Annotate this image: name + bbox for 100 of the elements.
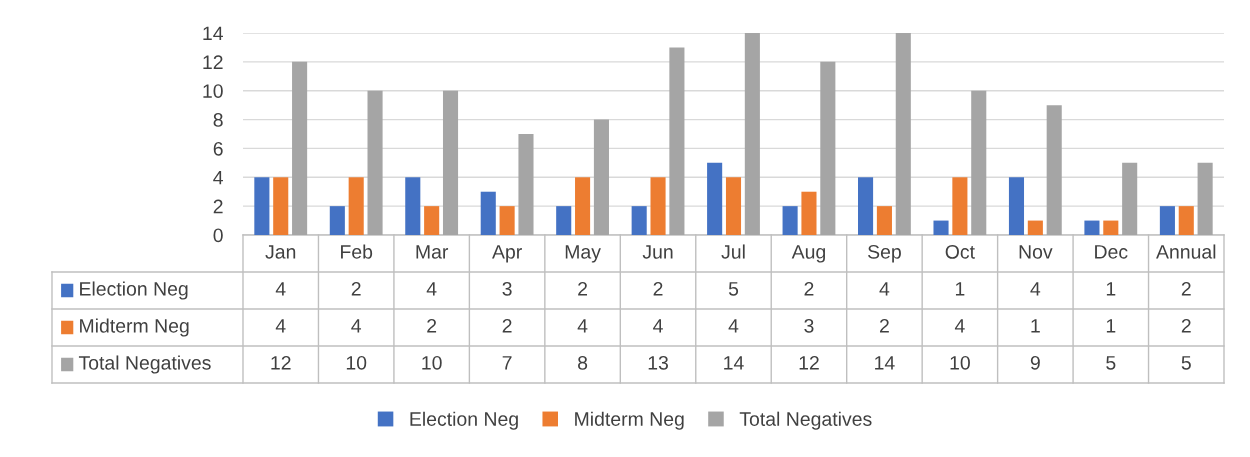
data-label: 10 — [346, 355, 367, 370]
data-label: 4 — [275, 282, 286, 296]
y-tick-label: 14 — [203, 26, 223, 41]
bar — [952, 177, 968, 235]
bar — [1159, 206, 1175, 235]
text: Midterm Neg — [575, 411, 684, 430]
bar — [707, 162, 723, 235]
bar — [480, 191, 496, 235]
bar — [744, 33, 760, 235]
bar — [442, 90, 459, 235]
y-tick-label: 8 — [213, 113, 223, 127]
data-label: 2 — [653, 281, 663, 296]
data-label: 5 — [728, 282, 739, 296]
data-label: 4 — [879, 282, 890, 296]
data-label: 4 — [426, 282, 437, 296]
y-tick-label: 0 — [213, 228, 223, 243]
x-tick-label: Jul — [721, 244, 745, 259]
x-tick-label: Nov — [1019, 245, 1053, 259]
bar — [876, 206, 892, 235]
data-label: 4 — [275, 319, 286, 333]
y-tick-label: 6 — [213, 141, 223, 156]
data-label: 7 — [502, 356, 512, 370]
bar — [329, 206, 345, 235]
data-label: 12 — [799, 355, 819, 370]
data-label: 4 — [351, 319, 362, 333]
y-tick-label: 2 — [213, 199, 223, 214]
bar — [669, 47, 685, 235]
bar — [725, 177, 742, 235]
x-tick-label: Jun — [642, 245, 673, 259]
bar — [1178, 206, 1194, 235]
bar — [1046, 105, 1062, 235]
bar — [1027, 220, 1043, 235]
bar — [933, 220, 949, 235]
bar — [518, 134, 534, 235]
x-tick-label: Dec — [1095, 245, 1128, 259]
bar — [895, 33, 911, 235]
data-label: 2 — [1181, 318, 1191, 333]
data-label: 4 — [653, 319, 663, 333]
data-label: 2 — [804, 281, 814, 296]
bar — [820, 61, 836, 235]
bar — [593, 119, 609, 235]
data-label: 5 — [1106, 356, 1116, 370]
bar — [1008, 177, 1025, 235]
text: Election Neg — [410, 411, 518, 430]
bar — [292, 61, 308, 235]
x-tick-label: Aug — [791, 245, 826, 263]
data-label: 3 — [502, 281, 512, 296]
x-tick-label: Jan — [265, 245, 296, 259]
text: Total Negatives — [739, 411, 872, 430]
bar — [556, 206, 572, 235]
data-label: 1 — [1106, 282, 1116, 296]
bar — [1084, 220, 1100, 235]
data-label: 4 — [954, 319, 965, 333]
data-label: 14 — [724, 356, 744, 370]
bar — [254, 177, 270, 235]
bar — [971, 90, 987, 235]
data-label: 10 — [422, 355, 442, 370]
legend-label: Midterm Neg — [80, 318, 189, 337]
bar — [499, 206, 515, 235]
legend-label: Total Negatives — [78, 355, 211, 374]
bar — [631, 206, 647, 235]
data-label: 2 — [1181, 281, 1191, 296]
data-label: 1 — [955, 282, 965, 296]
data-label: 4 — [728, 319, 739, 333]
y-tick-label: 10 — [203, 84, 223, 98]
data-label: 5 — [1181, 356, 1191, 370]
data-label: 8 — [578, 355, 588, 370]
x-tick-label: Apr — [492, 245, 522, 263]
bar — [801, 191, 817, 235]
bar — [1197, 162, 1213, 235]
bar — [575, 177, 591, 235]
data-label: 4 — [1030, 282, 1041, 296]
y-tick-label: 12 — [203, 55, 223, 69]
x-tick-label: Annual — [1156, 244, 1216, 259]
bar — [424, 206, 440, 235]
bar — [273, 177, 289, 235]
data-label: 3 — [804, 318, 814, 333]
bar — [1122, 162, 1138, 235]
data-label: 2 — [351, 281, 361, 296]
bar — [650, 177, 666, 235]
data-label: 12 — [271, 355, 291, 370]
bar — [1103, 220, 1119, 235]
bar — [405, 177, 421, 235]
data-label: 10 — [950, 355, 970, 370]
data-label: 1 — [1106, 319, 1116, 333]
x-tick-label: Oct — [945, 244, 975, 259]
legend-label: Election Neg — [80, 281, 188, 300]
bar — [367, 90, 383, 235]
data-label: 2 — [502, 318, 512, 333]
x-tick-label: Feb — [341, 244, 373, 259]
data-label: 9 — [1030, 355, 1040, 370]
data-label: 2 — [879, 318, 889, 333]
bar — [858, 177, 874, 235]
data-label: 4 — [577, 319, 588, 333]
data-label: 2 — [427, 318, 437, 333]
data-label: 13 — [648, 355, 668, 370]
data-label: 1 — [1031, 319, 1040, 333]
bar — [782, 206, 798, 235]
x-tick-label: Mar — [416, 245, 449, 259]
bar — [348, 177, 364, 235]
